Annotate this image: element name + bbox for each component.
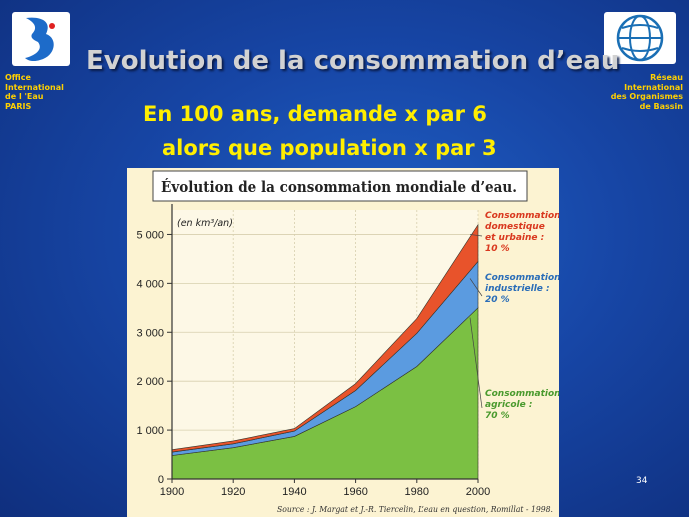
y-tick-label: 2 000 (136, 376, 164, 388)
series-label-line: Consommation (485, 273, 559, 283)
slide-subtitle-line-1: En 100 ans, demande x par 6 (143, 102, 487, 126)
series-label-leader (469, 278, 483, 297)
chart-title-box (152, 170, 528, 202)
org-left-line: PARIS (5, 101, 32, 111)
y-tick-label: 3 000 (136, 327, 164, 339)
series-label-line: Consommation (485, 211, 559, 221)
series-label-line: agricole : (485, 400, 532, 410)
chart-title: Évolution de la consommation mondiale d’… (161, 178, 517, 196)
series-label-line: Consommation (485, 389, 559, 399)
area-series-3 (171, 223, 479, 453)
y-tick-label: 1 000 (136, 425, 164, 437)
series-label-line: industrielle : (485, 284, 550, 294)
series-label-line: 10 % (485, 244, 510, 254)
org-left-line: de l 'Eau (5, 92, 44, 101)
water-consumption-chart: Évolution de la consommation mondiale d’… (127, 168, 559, 517)
slide-title: Evolution de la consommation d’eau (86, 46, 620, 76)
x-tick-label: 1960 (343, 486, 367, 498)
oieau-logo (12, 12, 70, 66)
org-left-line: Office (5, 73, 31, 82)
org-right-line: International (624, 82, 683, 92)
y-tick-label: 0 (158, 474, 164, 486)
chart-source: Source : J. Margat et J.-R. Tiercelin, L… (277, 505, 553, 514)
y-axis-unit-label: (en km³/an) (177, 218, 233, 229)
x-tick-label: 1940 (282, 486, 306, 498)
riob-logo (604, 12, 676, 64)
series-label-line: 70 % (485, 411, 510, 421)
org-right-line: des Organismes (610, 92, 683, 101)
org-left-line: International (5, 82, 64, 92)
x-tick-label: 1900 (160, 486, 184, 498)
y-tick-label: 5 000 (136, 229, 164, 241)
x-tick-label: 1980 (405, 486, 429, 498)
org-right-name: Réseau International des Organismes de B… (611, 73, 683, 111)
page-number: 34 (636, 476, 648, 486)
series-label-line: domestique (485, 222, 545, 232)
slide-subtitle-line-2: alors que population x par 3 (162, 136, 497, 160)
series-label-leader (469, 234, 483, 237)
series-label-line: et urbaine : (485, 233, 544, 243)
x-tick-label: 2000 (466, 486, 490, 498)
series-label-line: 20 % (485, 295, 510, 305)
riob-globe-icon (616, 14, 664, 62)
x-tick-label: 1920 (221, 486, 245, 498)
org-right-line: Réseau (650, 73, 683, 82)
org-left-name: Office International de l 'Eau PARIS (5, 73, 64, 111)
y-tick-label: 4 000 (136, 278, 164, 290)
org-right-line: de Bassin (639, 101, 683, 111)
series-label-leader (469, 317, 483, 409)
oieau-logo-icon (25, 17, 55, 62)
